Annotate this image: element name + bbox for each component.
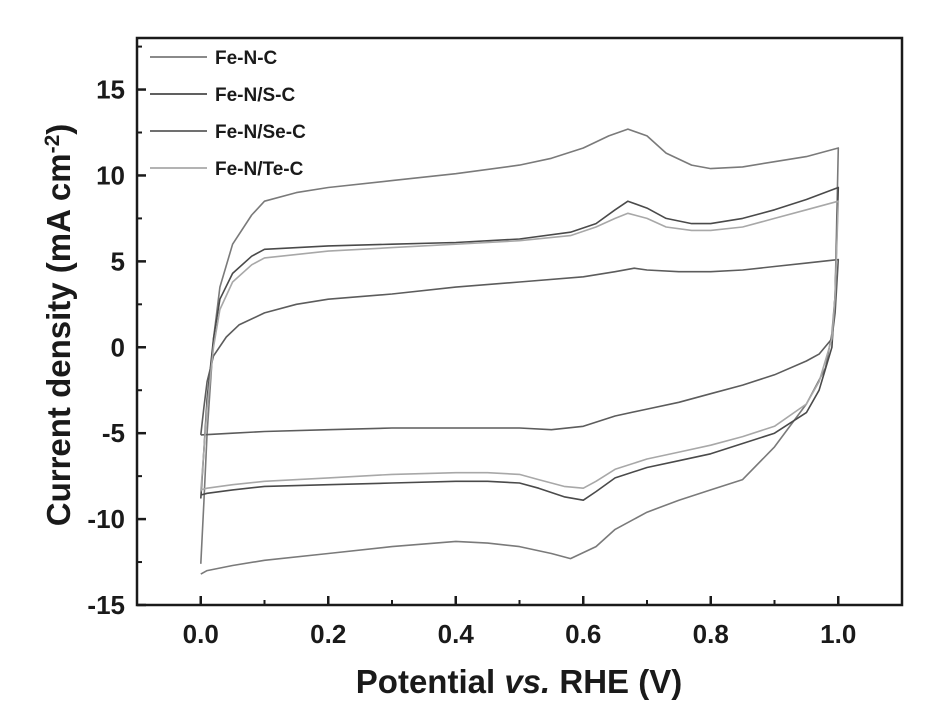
x-tick-label: 0.8	[693, 619, 729, 649]
y-tick-label: 10	[96, 160, 125, 190]
series-line-1	[200, 128, 840, 575]
y-tick-label: -15	[87, 590, 125, 620]
x-axis-title: Potential vs. RHE (V)	[356, 663, 682, 700]
x-tick-label: 0.2	[310, 619, 346, 649]
y-tick-label: 15	[96, 75, 125, 105]
tick-layer: 0.0 0.2 0.4 0.6 0.8 1.0 -15 -10 -5 0 5 10 15	[87, 45, 903, 649]
x-tick-label: 0.6	[565, 619, 601, 649]
x-tick-label: 0.4	[438, 619, 475, 649]
y-tick-label: -5	[102, 418, 125, 448]
x-tick-label: 1.0	[820, 619, 856, 649]
series-line-3	[200, 258, 840, 436]
series-line-2	[200, 186, 840, 501]
legend-label-1: Fe-N-C	[215, 48, 278, 69]
y-tick-label: 0	[111, 332, 125, 362]
x-tick-label: 0.0	[183, 619, 219, 649]
legend-label-4: Fe-N/Te-C	[215, 159, 304, 180]
series-line-4	[200, 200, 840, 492]
y-axis-title: Current density (mA cm-2)	[40, 124, 77, 527]
y-tick-label: 5	[111, 246, 125, 276]
legend: Fe-N-C Fe-N/S-C Fe-N/Se-C Fe-N/Te-C	[150, 48, 306, 180]
y-tick-label: -10	[87, 504, 125, 534]
legend-label-3: Fe-N/Se-C	[215, 122, 306, 143]
legend-label-2: Fe-N/S-C	[215, 85, 296, 106]
series-layer	[200, 128, 840, 575]
